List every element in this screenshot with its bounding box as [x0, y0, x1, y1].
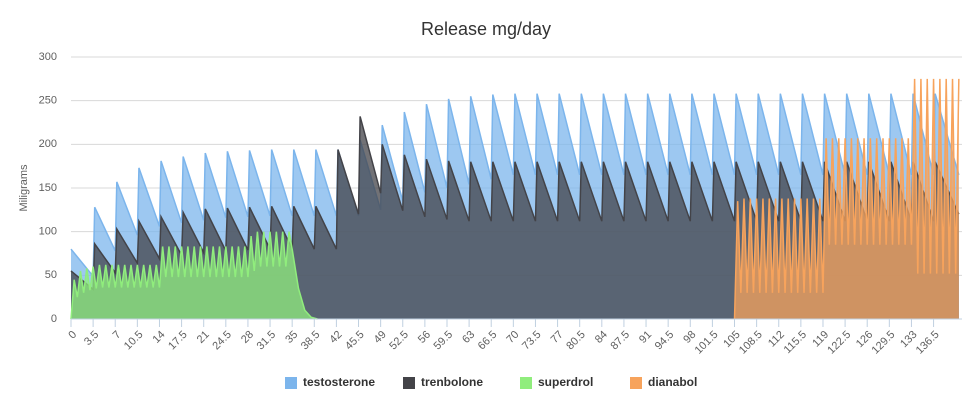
- y-axis-label: Miligrams: [18, 164, 30, 212]
- x-tick-label: 115.5: [782, 329, 809, 356]
- x-tick-label: 49: [372, 329, 389, 346]
- legend-swatch[interactable]: [403, 377, 415, 389]
- x-tick-label: 94.5: [653, 329, 677, 353]
- x-tick-label: 52.5: [387, 329, 411, 353]
- chart-title: Release mg/day: [421, 19, 551, 39]
- x-tick-label: 24.5: [210, 329, 234, 353]
- area-line: [733, 78, 960, 320]
- x-tick-label: 42: [327, 329, 344, 346]
- area-line: [70, 116, 960, 291]
- x-tick-label: 98: [681, 329, 698, 346]
- legend-label[interactable]: trenbolone: [421, 375, 483, 389]
- y-tick-label: 0: [51, 313, 57, 325]
- x-tick-label: 80.5: [564, 329, 588, 353]
- y-tick-label: 150: [39, 182, 57, 194]
- legend-label[interactable]: superdrol: [538, 375, 593, 389]
- x-tick-label: 56: [416, 329, 433, 346]
- y-tick-label: 300: [39, 51, 57, 63]
- x-tick-label: 10.5: [122, 329, 146, 353]
- legend-item[interactable]: trenbolone: [403, 375, 483, 389]
- x-tick-label: 70: [504, 329, 521, 346]
- x-tick-label: 101.5: [693, 329, 721, 357]
- x-tick-label: 17.5: [166, 329, 190, 353]
- area-line: [70, 93, 960, 279]
- legend-label[interactable]: dianabol: [648, 375, 697, 389]
- x-tick-label: 7: [111, 329, 124, 342]
- legend-swatch[interactable]: [520, 377, 532, 389]
- x-tick-label: 108.5: [737, 329, 765, 357]
- x-tick-label: 28: [239, 329, 256, 346]
- x-tick-label: 77: [549, 329, 566, 346]
- x-tick-label: 31.5: [255, 329, 279, 353]
- x-tick-label: 14: [150, 329, 167, 346]
- x-tick-label: 35: [283, 329, 300, 346]
- x-tick-label: 63: [460, 329, 477, 346]
- legend-item[interactable]: dianabol: [630, 375, 697, 389]
- x-tick-label: 73.5: [520, 329, 544, 353]
- x-tick-label: 136.5: [914, 329, 942, 357]
- x-tick-label: 91: [637, 329, 654, 346]
- x-tick-label: 45.5: [343, 329, 367, 353]
- legend-swatch[interactable]: [630, 377, 642, 389]
- x-tick-label: 59.5: [432, 329, 456, 353]
- x-tick-label: 38.5: [299, 329, 323, 353]
- y-tick-label: 50: [45, 269, 57, 281]
- legend-label[interactable]: testosterone: [303, 375, 375, 389]
- x-tick-label: 66.5: [476, 329, 500, 353]
- x-tick-label: 129.5: [870, 329, 898, 357]
- y-tick-label: 250: [39, 95, 57, 107]
- area-line: [70, 231, 318, 320]
- y-tick-label: 200: [39, 138, 57, 150]
- x-tick-label: 0: [66, 329, 79, 342]
- x-tick-label: 122.5: [825, 329, 853, 357]
- x-tick-label: 87.5: [608, 329, 632, 353]
- y-tick-label: 100: [39, 226, 57, 238]
- x-tick-label: 84: [593, 329, 610, 346]
- x-tick-label: 3.5: [82, 329, 101, 348]
- legend-item[interactable]: testosterone: [285, 375, 375, 389]
- legend-item[interactable]: superdrol: [520, 375, 593, 389]
- legend-swatch[interactable]: [285, 377, 297, 389]
- x-tick-label: 21: [195, 329, 212, 346]
